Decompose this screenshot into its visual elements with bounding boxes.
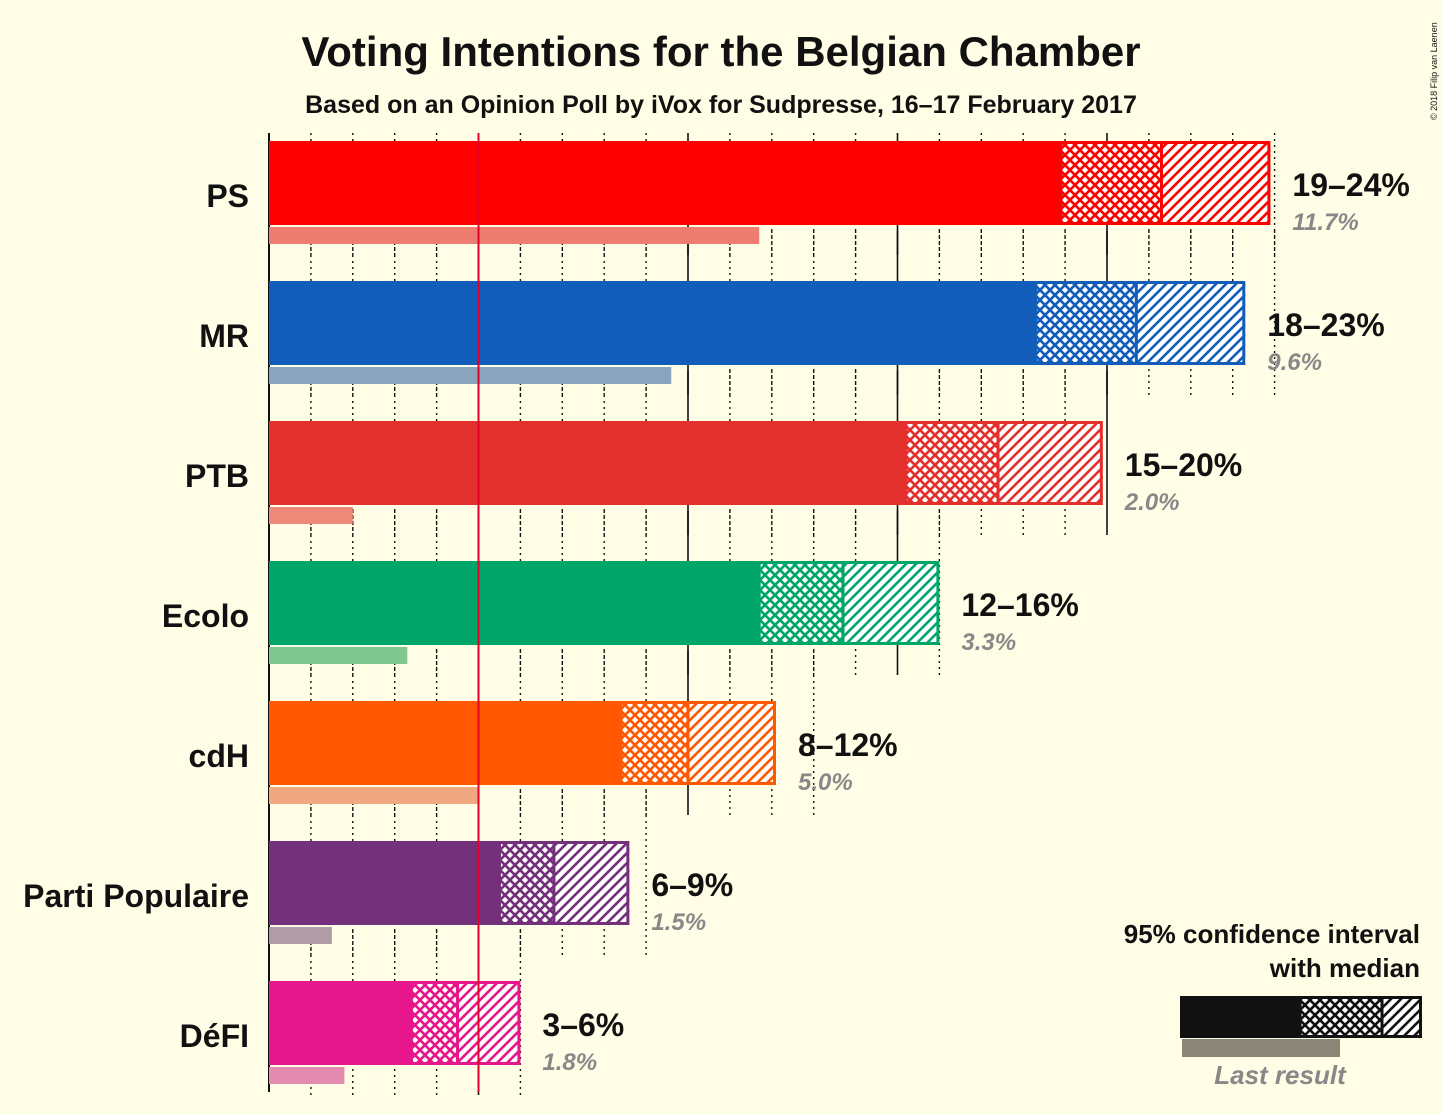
bar-ci-upper bbox=[1161, 141, 1271, 225]
range-label: 6–9% bbox=[651, 867, 733, 903]
chart-subtitle: Based on an Opinion Poll by iVox for Sud… bbox=[305, 91, 1137, 119]
last-result-bar bbox=[269, 647, 408, 664]
last-result-bar bbox=[269, 367, 672, 384]
range-label: 8–12% bbox=[798, 727, 898, 763]
bar-ci-lower bbox=[759, 561, 844, 645]
bar-ci-upper bbox=[843, 561, 940, 645]
legend-last-bar bbox=[1182, 1039, 1340, 1057]
last-result-label: 3.3% bbox=[961, 629, 1016, 656]
last-result-label: 1.8% bbox=[542, 1049, 597, 1076]
bar-ci-lower bbox=[1060, 141, 1162, 225]
last-result-bar bbox=[269, 787, 479, 804]
bar-ci-outline bbox=[904, 421, 1103, 505]
legend-solid bbox=[1180, 996, 1300, 1038]
bar-solid bbox=[269, 561, 760, 645]
bar-ci-upper bbox=[998, 421, 1103, 505]
range-label: 3–6% bbox=[542, 1007, 624, 1043]
party-label: Ecolo bbox=[162, 598, 249, 634]
copyright-notice: © 2018 Filip van Laenen bbox=[1429, 22, 1439, 120]
last-result-label: 1.5% bbox=[651, 909, 706, 936]
bars bbox=[269, 133, 1271, 1092]
last-result-bar bbox=[269, 227, 760, 244]
bar-solid bbox=[269, 281, 1036, 365]
party-label: cdH bbox=[189, 738, 249, 774]
legend-line1: 95% confidence interval bbox=[1124, 919, 1420, 949]
last-result-label: 9.6% bbox=[1267, 349, 1322, 376]
last-result-label: 2.0% bbox=[1124, 489, 1180, 516]
party-label: PTB bbox=[185, 458, 249, 494]
last-result-bar bbox=[269, 507, 353, 524]
bar-ci-outline bbox=[497, 841, 630, 925]
legend-last-result: Last result bbox=[1214, 1060, 1347, 1090]
party-label: MR bbox=[199, 318, 249, 354]
labels: PS 19–24% 11.7% MR 18–23% 9.6% PTB 15–20% 2.0% Ec… bbox=[23, 167, 1410, 1076]
bar-ci-lower bbox=[620, 701, 688, 785]
party-label: Parti Populaire bbox=[23, 878, 249, 914]
bar-ci-lower bbox=[499, 841, 554, 925]
bar-ci-lower bbox=[411, 981, 458, 1065]
last-result-bar bbox=[269, 927, 332, 944]
bar-ci-upper bbox=[457, 981, 521, 1065]
chart-title: Voting Intentions for the Belgian Chambe… bbox=[301, 28, 1140, 75]
last-result-label: 5.0% bbox=[798, 769, 853, 796]
party-label: PS bbox=[206, 178, 249, 214]
bar-ci-upper bbox=[553, 841, 630, 925]
range-label: 12–16% bbox=[961, 587, 1078, 623]
bar-ci-upper bbox=[688, 701, 776, 785]
legend-line2: with median bbox=[1269, 953, 1420, 983]
bar-ci-outline bbox=[1059, 141, 1271, 225]
last-result-label: 11.7% bbox=[1292, 209, 1358, 236]
legend: 95% confidence interval with median Last… bbox=[1124, 919, 1422, 1090]
range-label: 18–23% bbox=[1267, 307, 1384, 343]
bar-ci-outline bbox=[619, 701, 776, 785]
party-label: DéFI bbox=[180, 1018, 249, 1054]
bar-ci-lower bbox=[905, 421, 999, 505]
range-label: 15–20% bbox=[1125, 447, 1242, 483]
bar-ci-outline bbox=[757, 561, 940, 645]
range-label: 19–24% bbox=[1292, 167, 1409, 203]
bar-solid bbox=[269, 981, 412, 1065]
last-result-bar bbox=[269, 1067, 345, 1084]
bar-ci-lower bbox=[1035, 281, 1137, 365]
bar-ci-outline bbox=[1034, 281, 1246, 365]
bar-solid bbox=[269, 841, 500, 925]
bar-ci-upper bbox=[1136, 281, 1246, 365]
bar-solid bbox=[269, 701, 621, 785]
legend-ci-upper bbox=[1382, 996, 1422, 1038]
bar-ci-outline bbox=[409, 981, 521, 1065]
legend-ci-outline bbox=[1298, 996, 1422, 1038]
legend-ci-lower bbox=[1300, 996, 1382, 1038]
bar-solid bbox=[269, 141, 1061, 225]
bar-solid bbox=[269, 421, 906, 505]
